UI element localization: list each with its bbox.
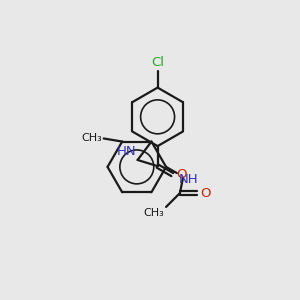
Text: NH: NH — [178, 173, 198, 186]
Text: CH₃: CH₃ — [81, 134, 102, 143]
Text: HN: HN — [116, 146, 136, 158]
Text: O: O — [200, 187, 211, 200]
Text: Cl: Cl — [151, 56, 164, 69]
Text: O: O — [176, 168, 187, 181]
Text: CH₃: CH₃ — [144, 208, 164, 218]
